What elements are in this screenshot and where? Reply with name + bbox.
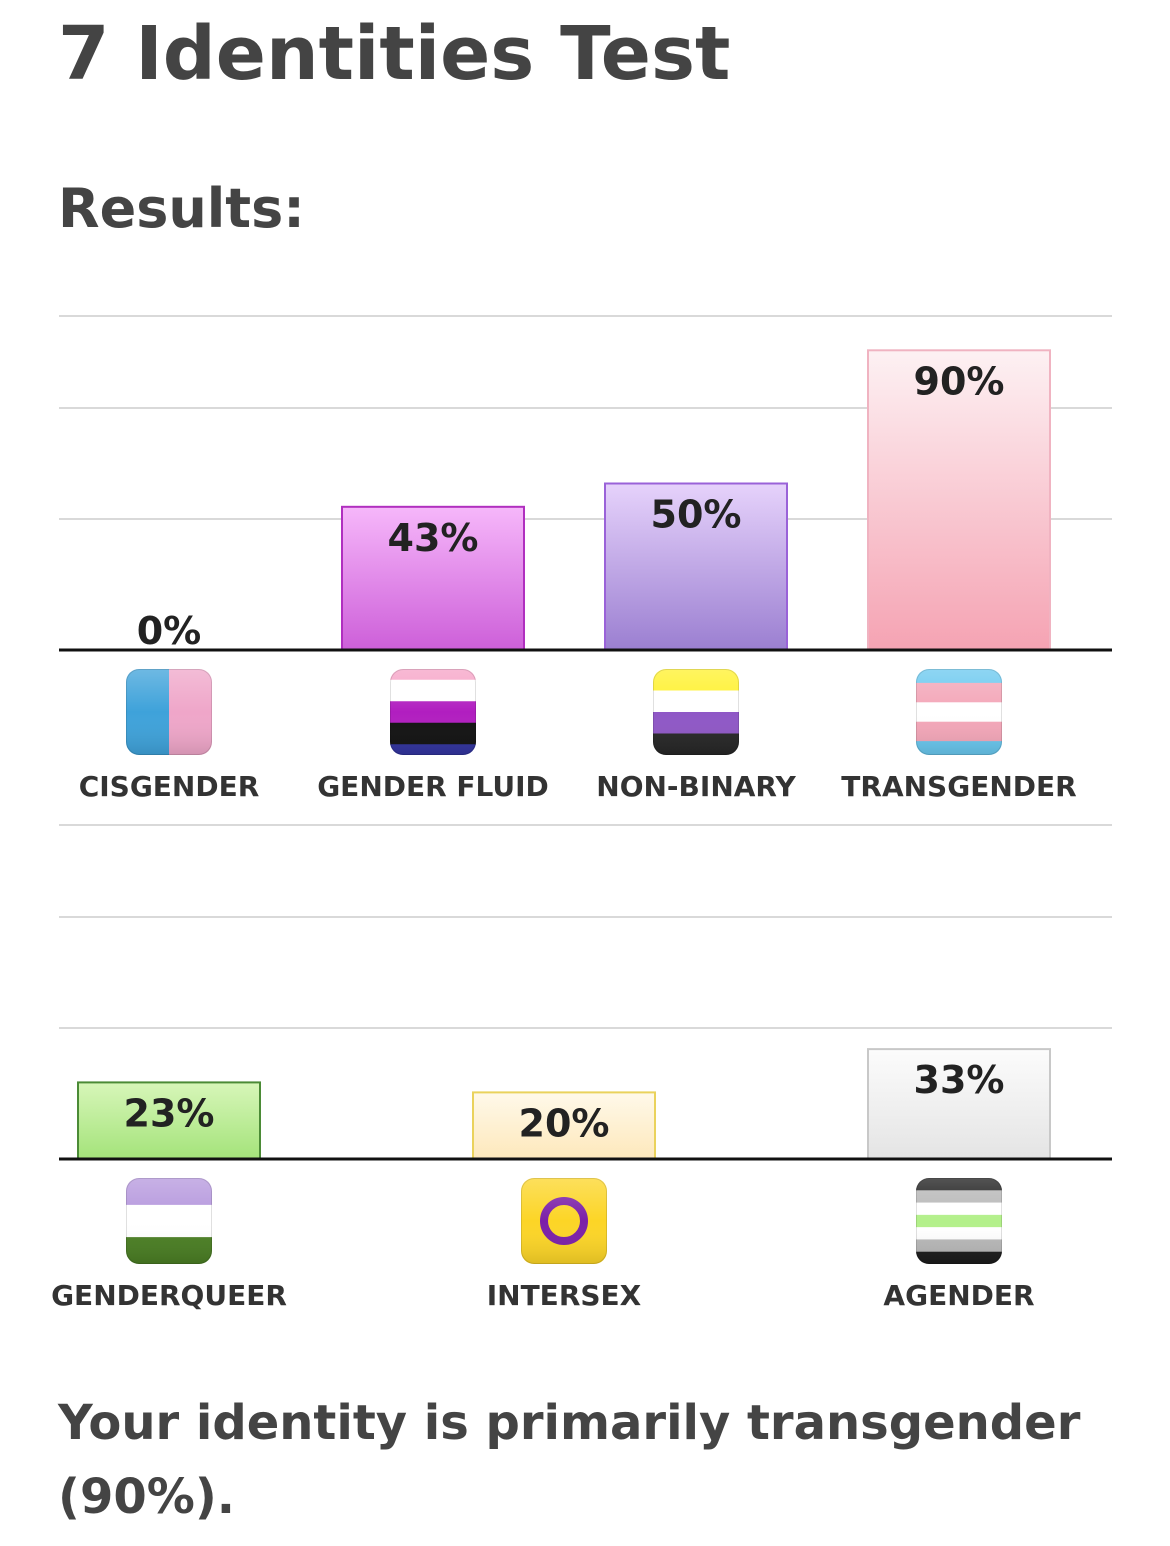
- intersex-flag-icon: [521, 1178, 607, 1264]
- page-title: 7 Identities Test: [58, 11, 731, 97]
- bar-gender-fluid: [341, 505, 525, 651]
- bar-value-label: 33%: [914, 1058, 1005, 1102]
- nonbinary-flag-icon: [653, 669, 739, 755]
- category-label: TRANSGENDER: [841, 770, 1076, 803]
- agender-flag-icon: [916, 1178, 1002, 1264]
- bar-genderqueer: [77, 1081, 261, 1161]
- category-label: GENDERQUEER: [51, 1279, 287, 1312]
- category-label: GENDER FLUID: [317, 770, 549, 803]
- genderfluid-flag-icon: [390, 669, 476, 755]
- bar-value-label: 90%: [914, 359, 1005, 403]
- bar-value-label: 23%: [124, 1091, 215, 1135]
- transgender-flag-icon: [916, 669, 1002, 755]
- category-label: AGENDER: [883, 1279, 1034, 1312]
- category-label: NON-BINARY: [596, 770, 796, 803]
- cisgender-flag-icon: [126, 669, 212, 755]
- bar-agender: [867, 1048, 1051, 1160]
- bar-value-label: 0%: [137, 609, 202, 653]
- bar-non-binary: [604, 482, 788, 651]
- category-label: CISGENDER: [79, 770, 260, 803]
- result-summary: Your identity is primarily transgender (…: [58, 1395, 1081, 1525]
- bar-transgender: [867, 349, 1051, 651]
- bar-value-label: 20%: [519, 1101, 610, 1145]
- genderqueer-flag-icon: [126, 1178, 212, 1264]
- identity-chart-2: 23% GENDERQUEER 20% INTERSEX 33% AGENDER: [51, 824, 1112, 1312]
- bar-value-label: 50%: [651, 493, 742, 537]
- category-label: INTERSEX: [487, 1279, 642, 1312]
- results-heading: Results:: [58, 177, 305, 240]
- identity-chart-1: 0% CISGENDER 43% GENDER FLUID 50% NON-BINARY 9…: [59, 315, 1112, 803]
- bar-value-label: 43%: [388, 516, 479, 560]
